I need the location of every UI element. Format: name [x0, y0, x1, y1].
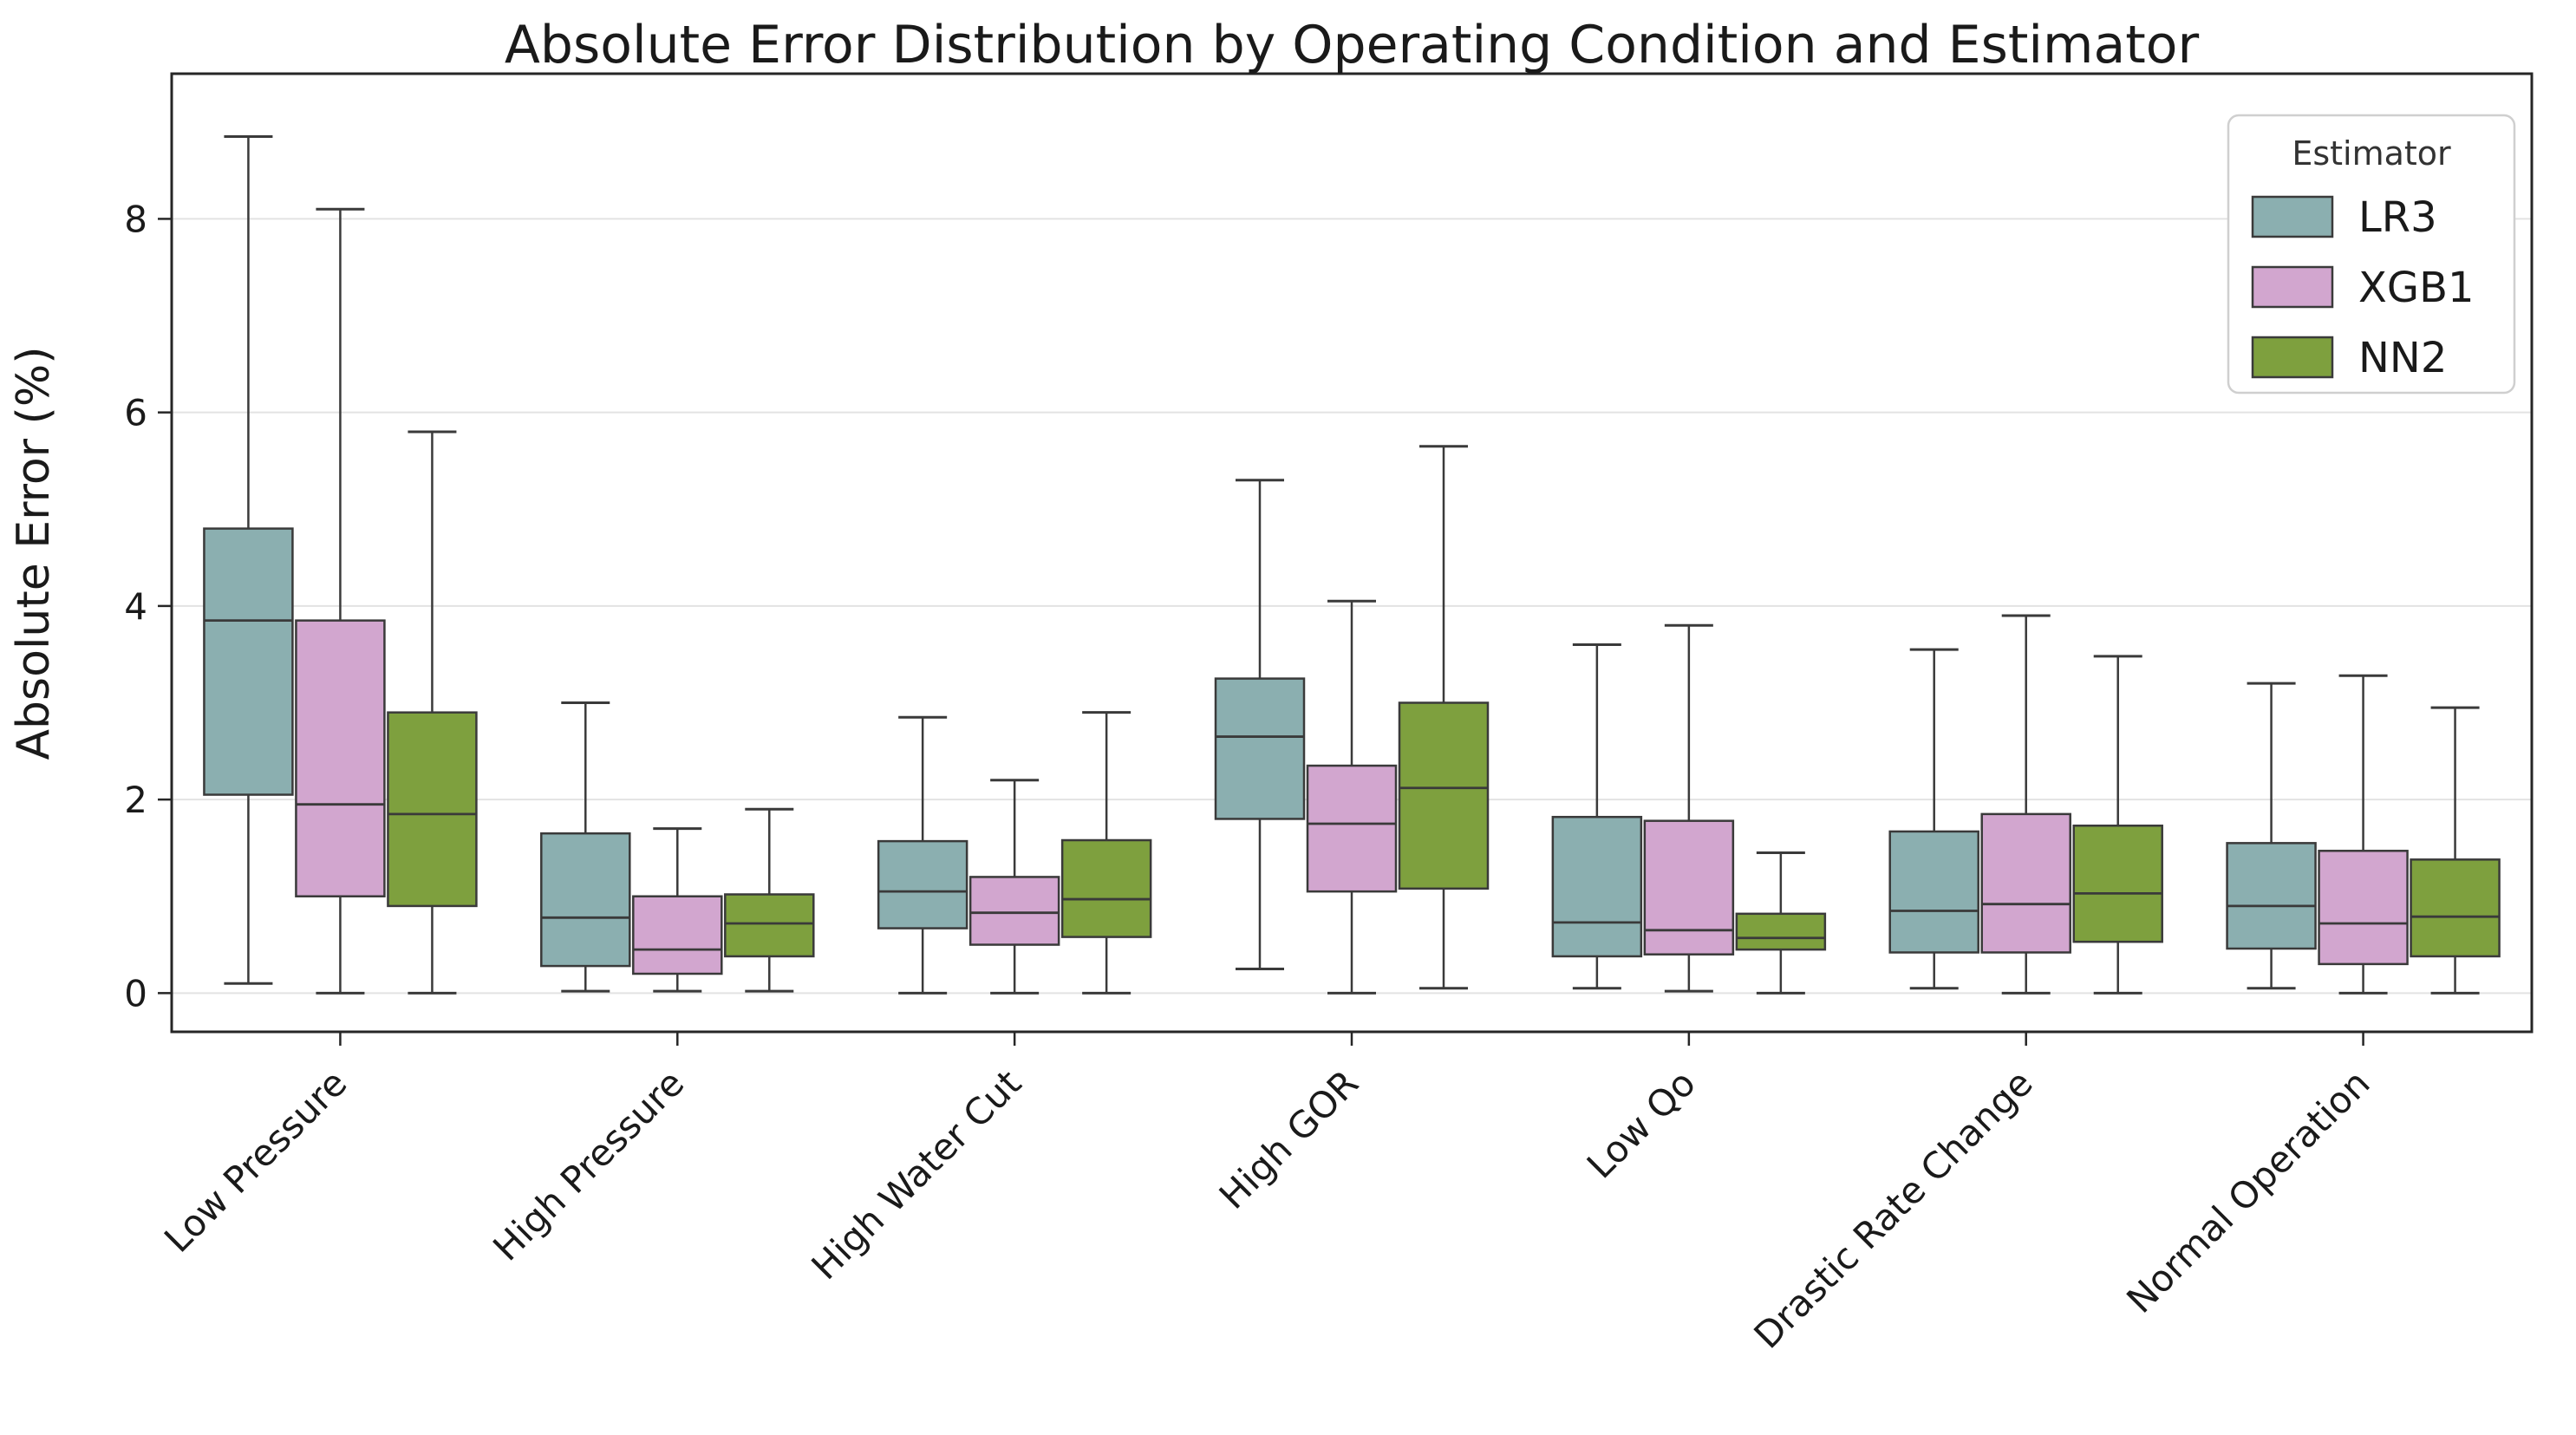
legend-swatch — [2251, 336, 2334, 379]
box-group — [1888, 648, 1979, 990]
legend-swatch — [2251, 195, 2334, 238]
box — [1735, 912, 1827, 951]
box — [1398, 701, 1490, 890]
box — [1306, 764, 1398, 893]
legend-item-label: XGB1 — [2358, 264, 2475, 312]
y-tick-label: 0 — [124, 972, 147, 1014]
box-group — [1214, 479, 1306, 970]
legend-item-label: LR3 — [2358, 193, 2437, 242]
box — [540, 832, 631, 968]
box-group — [1735, 851, 1827, 995]
y-tick-label: 6 — [124, 392, 147, 434]
axes: 0 2 4 6 8 Low Pressure High Pressure High Water… — [124, 72, 2534, 1357]
box — [724, 893, 815, 958]
legend-item-label: NN2 — [2358, 334, 2447, 382]
series-xgb1 — [295, 207, 2409, 995]
box — [1888, 830, 1979, 954]
x-category-label: High Water Cut — [803, 1061, 1029, 1288]
plot-frame — [170, 72, 2534, 1034]
box-group — [1980, 614, 2071, 995]
box — [2072, 825, 2163, 943]
legend-title: Estimator — [2292, 134, 2451, 173]
chart-title: Absolute Error Distribution by Operating… — [505, 15, 2200, 75]
box — [1551, 815, 1643, 958]
x-category-label: Normal Operation — [2118, 1061, 2377, 1321]
box-group — [877, 715, 968, 995]
y-tick-label: 2 — [124, 779, 147, 821]
box-group — [2318, 674, 2409, 995]
y-tick-label: 4 — [124, 585, 147, 628]
box-group — [203, 135, 294, 985]
box — [295, 619, 386, 897]
box-group — [2410, 706, 2501, 995]
box — [2318, 850, 2409, 966]
box — [968, 876, 1060, 946]
x-category-label: Drastic Rate Change — [1745, 1061, 2040, 1356]
x-category-label: Low Pressure — [156, 1061, 355, 1260]
box-group — [724, 807, 815, 993]
box-series — [203, 135, 2501, 995]
box-group — [1060, 711, 1152, 995]
x-category-label: High Pressure — [485, 1061, 692, 1269]
box-group — [2072, 655, 2163, 995]
series-lr3 — [203, 135, 2317, 995]
box-group — [632, 827, 723, 993]
box — [877, 839, 968, 929]
x-category-label: Low Qo — [1579, 1061, 1704, 1186]
box — [387, 711, 478, 908]
box — [2410, 858, 2501, 958]
box-group — [968, 779, 1060, 995]
box-group — [540, 701, 631, 993]
box — [203, 527, 294, 796]
legend-swatch — [2251, 265, 2334, 309]
legend-box — [2227, 114, 2516, 395]
box — [632, 895, 723, 975]
box-group — [295, 207, 386, 995]
legend: Estimator LR3 XGB1 NN2 — [2227, 114, 2516, 395]
y-axis-label: Absolute Error (%) — [8, 346, 60, 760]
box — [1980, 812, 2071, 954]
box-group — [2226, 682, 2317, 990]
box — [2226, 842, 2317, 950]
box — [1060, 838, 1152, 938]
series-nn2 — [387, 430, 2501, 995]
box — [1214, 677, 1306, 820]
box-group — [387, 430, 478, 995]
box — [1643, 819, 1735, 956]
x-category-label: High GOR — [1211, 1061, 1366, 1216]
box-group — [1551, 643, 1643, 990]
box-group — [1643, 623, 1735, 993]
box-group — [1306, 599, 1398, 995]
box-group — [1398, 445, 1490, 990]
y-tick-label: 8 — [124, 198, 147, 240]
